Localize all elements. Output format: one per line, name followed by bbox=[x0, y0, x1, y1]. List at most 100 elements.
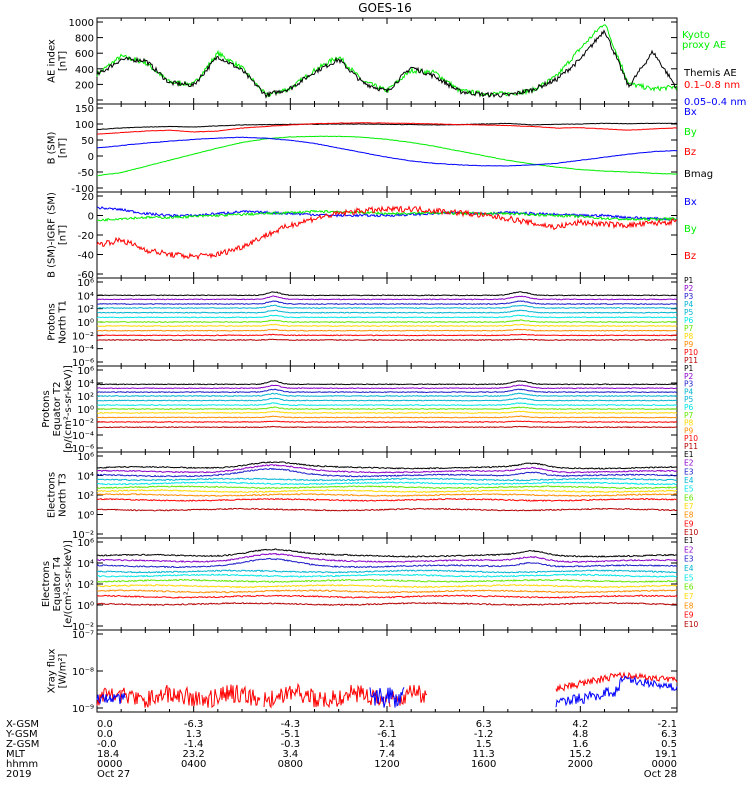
x-axis-value: -0.3 bbox=[281, 739, 301, 750]
series-line bbox=[96, 552, 678, 563]
y-axis-label: [p/(cm²-s-sr-keV)] bbox=[63, 365, 74, 453]
x-axis-value: 3.4 bbox=[282, 749, 298, 760]
x-axis-value: 11.3 bbox=[473, 749, 495, 760]
legend-entry: P10 bbox=[684, 434, 698, 443]
series-line bbox=[96, 122, 678, 135]
panel-4: 10⁶ 10⁴ 10² 10⁰ 10⁻² 10⁻⁴ 10⁻⁶ Protons North T1 P… bbox=[47, 276, 699, 369]
legend-entry: E5 bbox=[684, 573, 694, 582]
series-line bbox=[96, 209, 678, 222]
legend-entry: E9 bbox=[684, 611, 694, 620]
x-axis-value: -6.1 bbox=[377, 729, 397, 740]
y-tick-label: 10⁴ bbox=[77, 379, 94, 390]
x-axis-value: 19.1 bbox=[655, 749, 677, 760]
y-tick-label: 10⁻² bbox=[72, 530, 94, 541]
panel-5: 10⁶ 10⁴ 10² 10⁰ 10⁻² 10⁻⁴ 10⁻⁶ Protons Equator T… bbox=[41, 364, 698, 455]
y-axis-label: Equator T2 bbox=[52, 382, 63, 437]
legend-entry: 0.1–0.8 nm bbox=[684, 80, 740, 91]
legend-entry: P5 bbox=[684, 308, 694, 317]
y-tick-label: 10⁰ bbox=[77, 511, 94, 522]
series-line bbox=[96, 410, 678, 414]
y-tick-label: 10⁴ bbox=[77, 472, 94, 483]
legend-entry: E8 bbox=[684, 511, 694, 520]
y-axis-label: AE index bbox=[47, 39, 58, 83]
x-axis-value: 1.5 bbox=[476, 739, 492, 750]
legend-entry: E4 bbox=[684, 564, 694, 573]
legend-entry: P8 bbox=[684, 419, 694, 428]
y-tick-label: -60 bbox=[78, 270, 94, 281]
legend-entry: E2 bbox=[684, 545, 694, 554]
legend-entry: P3 bbox=[684, 380, 694, 389]
y-tick-label: -20 bbox=[78, 231, 94, 242]
legend-entry: E6 bbox=[684, 583, 694, 592]
legend-entry: 0.05–0.4 nm bbox=[684, 97, 746, 108]
legend-entry: E10 bbox=[684, 528, 699, 537]
legend-entry: P4 bbox=[684, 300, 694, 309]
series-line bbox=[96, 205, 678, 261]
x-axis-row-label: X-GSM bbox=[6, 719, 39, 730]
legend-entry: P11 bbox=[684, 442, 698, 451]
y-tick-label: 10⁻² bbox=[72, 418, 94, 429]
x-axis-value: 6.3 bbox=[661, 729, 677, 740]
y-axis-label: [e/(cm²-s-sr-keV)] bbox=[63, 540, 74, 628]
legend-entry: P10 bbox=[684, 348, 698, 357]
y-tick-label: 10⁶ bbox=[77, 366, 94, 377]
legend-entry: P2 bbox=[684, 372, 694, 381]
y-tick-label: 10⁶ bbox=[77, 452, 94, 463]
series-line bbox=[96, 467, 678, 478]
x-axis-row-label: hhmm bbox=[6, 759, 38, 770]
x-axis-value: 0000 bbox=[652, 759, 677, 770]
legend-entry: E10 bbox=[684, 620, 699, 629]
x-axis-row-label: MLT bbox=[6, 749, 26, 760]
series-line bbox=[96, 384, 678, 390]
series-line bbox=[96, 392, 678, 397]
y-axis-label: North T1 bbox=[58, 300, 69, 344]
x-axis-value: -2.1 bbox=[657, 719, 677, 730]
figure-title: GOES-16 bbox=[358, 1, 412, 15]
y-tick-label: 600 bbox=[75, 49, 94, 60]
legend-entry: P4 bbox=[684, 387, 694, 396]
y-axis-label: [nT] bbox=[58, 51, 69, 71]
x-axis-value: 0800 bbox=[278, 759, 303, 770]
y-axis-label: [W/m²] bbox=[58, 653, 69, 688]
x-axis-row-label: Z-GSM bbox=[6, 739, 39, 750]
x-axis-value: 6.3 bbox=[476, 719, 492, 730]
series-line bbox=[96, 402, 678, 407]
y-tick-label: 10⁻⁸ bbox=[72, 667, 94, 678]
series-line bbox=[96, 464, 678, 474]
panel-3: 20 0 -20 -40 -60 B (SM)-IGRF (SM) [nT] Bx By Bz bbox=[47, 191, 697, 281]
x-axis-value: 1200 bbox=[374, 759, 399, 770]
legend-entry: P5 bbox=[684, 395, 694, 404]
x-axis-value: 0.0 bbox=[97, 719, 113, 730]
y-axis-label: B (SM)-IGRF (SM) bbox=[47, 192, 58, 278]
series-line bbox=[96, 594, 678, 599]
legend-entry: Kyoto bbox=[682, 30, 710, 41]
legend-entry: P2 bbox=[684, 284, 694, 293]
y-axis-label: [nT] bbox=[58, 138, 69, 158]
x-axis-value: -5.1 bbox=[281, 729, 301, 740]
x-axis-date: Oct 27 bbox=[97, 769, 130, 780]
series-line bbox=[96, 583, 678, 589]
x-axis-value: 0400 bbox=[181, 759, 206, 770]
series-line bbox=[96, 578, 678, 583]
y-tick-label: 10⁴ bbox=[77, 291, 94, 302]
x-axis-value: 1.3 bbox=[186, 729, 202, 740]
y-tick-label: 10⁻⁴ bbox=[72, 345, 94, 356]
y-tick-label: 100 bbox=[75, 120, 94, 131]
y-axis-label: Protons bbox=[47, 303, 58, 340]
legend-entry: P6 bbox=[684, 403, 694, 412]
series-line bbox=[96, 548, 678, 558]
y-tick-label: -50 bbox=[78, 168, 94, 179]
y-tick-label: 10⁰ bbox=[77, 601, 94, 612]
x-axis-value: 4.8 bbox=[572, 729, 588, 740]
y-tick-label: 400 bbox=[75, 65, 94, 76]
series-line bbox=[96, 671, 678, 709]
panel-frame bbox=[96, 103, 678, 193]
y-tick-label: 10⁻⁴ bbox=[72, 431, 94, 442]
panel-2: 150 100 50 0 -50 -100 B (SM) [nT] Bx By Bz Bmag bbox=[47, 103, 713, 195]
series-line bbox=[96, 309, 678, 314]
legend-entry: P6 bbox=[684, 316, 694, 325]
series-line bbox=[97, 388, 678, 394]
y-tick-label: 1000 bbox=[69, 18, 94, 29]
